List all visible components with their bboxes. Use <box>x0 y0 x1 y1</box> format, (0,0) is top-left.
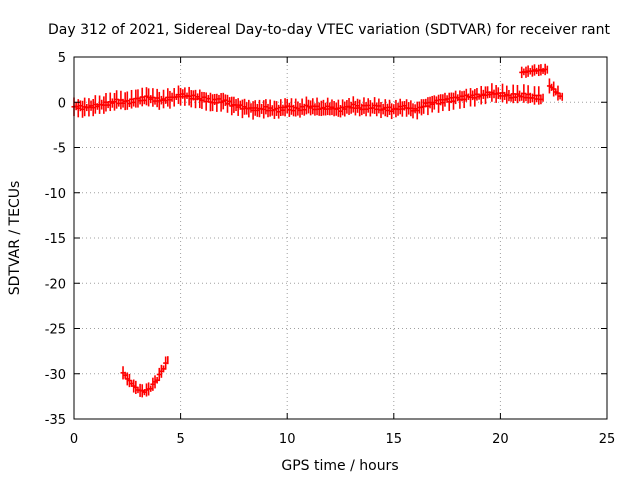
x-tick-label: 20 <box>492 432 509 447</box>
x-tick-label: 5 <box>176 432 184 447</box>
series-short-arc <box>519 63 549 79</box>
axis-ticks: 0 5 10 15 20 25 5 0 -5 -10 -15 -20 -25 -30 -35 <box>45 51 616 447</box>
y-tick-label: -20 <box>45 277 66 292</box>
x-tick-label: 25 <box>599 432 616 447</box>
data-points <box>71 63 564 398</box>
y-tick-label: -25 <box>45 323 66 338</box>
y-tick-label: -30 <box>45 368 66 383</box>
x-tick-label: 10 <box>279 432 296 447</box>
y-tick-label: 5 <box>58 51 66 66</box>
chart-title: Day 312 of 2021, Sidereal Day-to-day VTE… <box>48 22 610 38</box>
series-end-segment <box>546 78 564 101</box>
y-tick-label: 0 <box>58 96 66 111</box>
series-low-arc <box>120 356 169 398</box>
x-axis-label: GPS time / hours <box>281 458 398 474</box>
y-tick-label: -10 <box>45 187 66 202</box>
y-axis-label: SDTVAR / TECUs <box>7 181 23 296</box>
y-tick-label: -5 <box>53 142 66 157</box>
series-main-trace <box>71 83 544 120</box>
x-tick-label: 15 <box>386 432 403 447</box>
x-tick-label: 0 <box>70 432 78 447</box>
y-tick-label: -35 <box>45 413 66 428</box>
y-tick-label: -15 <box>45 232 66 247</box>
